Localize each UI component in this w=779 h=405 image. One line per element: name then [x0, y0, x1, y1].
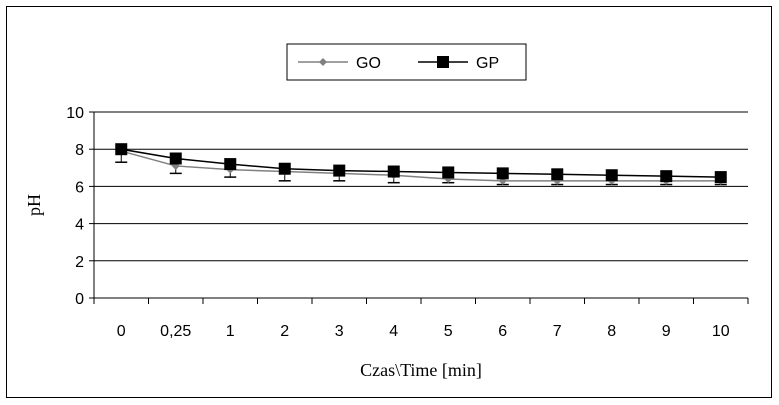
x-tick-label: 0 — [117, 323, 126, 340]
x-tick-label: 5 — [444, 323, 453, 340]
legend-go-marker — [319, 58, 327, 66]
x-tick-label: 8 — [607, 323, 616, 340]
data-point — [115, 143, 128, 156]
data-point — [333, 164, 346, 177]
x-tick-label: 4 — [389, 323, 398, 340]
legend-gp-label: GP — [476, 55, 499, 72]
x-tick-labels: 0 0,25 1 2 3 4 5 6 7 8 9 10 — [117, 323, 730, 340]
x-tick-label: 6 — [498, 323, 507, 340]
series-gp — [115, 143, 727, 184]
data-point — [278, 162, 291, 175]
legend-go-label: GO — [356, 55, 381, 72]
x-tick-label: 3 — [335, 323, 344, 340]
data-point — [660, 170, 673, 183]
x-tick-label: 0,25 — [160, 323, 191, 340]
data-point — [496, 167, 509, 180]
y-tick-label: 6 — [75, 179, 84, 196]
x-tick-label: 1 — [226, 323, 235, 340]
data-point — [551, 168, 564, 181]
y-tick-label: 2 — [75, 254, 84, 271]
y-tick-label: 10 — [66, 105, 84, 122]
series-layer — [115, 143, 727, 186]
y-tick-labels: 0 2 4 6 8 10 — [66, 105, 84, 308]
axes — [93, 112, 749, 304]
x-tick-label: 7 — [553, 323, 562, 340]
y-tick-label: 4 — [75, 217, 84, 234]
x-tick-label: 2 — [280, 323, 289, 340]
series-line-gp — [121, 148, 721, 178]
data-point — [224, 158, 237, 171]
x-axis-title: Czas\Time [min] — [360, 360, 482, 380]
data-point — [169, 152, 182, 165]
y-axis-title: pH — [24, 194, 44, 216]
y-tick-label: 8 — [75, 142, 84, 159]
series-line-go — [121, 150, 721, 182]
series-go — [115, 147, 727, 186]
data-point — [387, 165, 400, 178]
gridlines — [89, 111, 748, 299]
x-tick-label: 9 — [662, 323, 671, 340]
y-tick-label: 0 — [75, 291, 84, 308]
data-point — [605, 169, 618, 182]
data-point — [442, 166, 455, 179]
legend-gp-marker — [437, 56, 449, 68]
data-point — [714, 171, 727, 184]
x-tick-label: 10 — [712, 323, 730, 340]
legend: GO GP — [286, 43, 527, 81]
